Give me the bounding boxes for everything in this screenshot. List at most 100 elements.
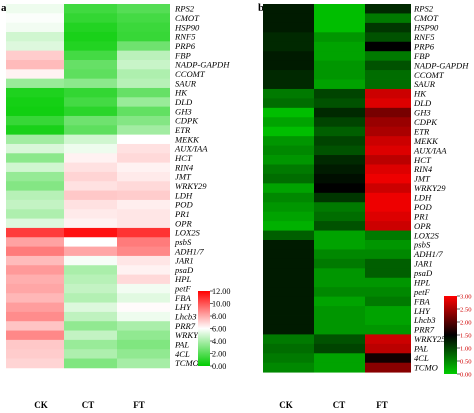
heatmap-a-cell-opr-ft — [117, 218, 170, 229]
gene-label: RPS2 — [413, 4, 434, 14]
heatmap-b-cell-prr7-ck — [263, 324, 314, 335]
heatmap-b-cell-hct-ft — [365, 155, 411, 165]
heatmap-b-cell-lhy-ck — [263, 306, 314, 316]
heatmap-a-cell-psad-ck — [6, 265, 64, 275]
heatmap-b-cell-pod-ct — [314, 202, 365, 213]
heatmap-a-cell-pal-ck — [6, 339, 64, 350]
heatmap-b-cell-psbs-ct — [314, 240, 365, 250]
heatmap-b-cell-dld-ct — [314, 98, 365, 109]
heatmap-b-cell-gh3-ck — [263, 107, 314, 118]
heatmap-a-cell-hct-ck — [6, 153, 64, 164]
heatmap-a-cell-fba-ck — [6, 293, 64, 303]
heatmap-a-cell-nadp-gapdh-ct — [64, 59, 117, 70]
heatmap-a-cell-jmt-ct — [64, 171, 117, 182]
heatmap-a-cell-hpl-ck — [6, 274, 64, 285]
heatmap-b-cell-hct-ck — [263, 155, 314, 165]
heatmap-a-cell-petf-ck — [6, 283, 64, 294]
heatmap-a-cell-lhy-ct — [64, 302, 117, 313]
heatmap-b-cell-opr-ct — [314, 221, 365, 231]
heatmap-a-cell-hpl-ft — [117, 274, 170, 285]
colorbar-b-ticks: 3.00 2.50 2.00 1.50 1.00 0.50 0.00 — [457, 294, 472, 379]
gene-label: psaD — [174, 265, 194, 275]
gene-label: AUX/IAA — [174, 144, 208, 154]
gene-label: JMT — [414, 174, 431, 184]
gene-label: DLD — [174, 97, 193, 107]
gene-label: CMOT — [175, 13, 200, 23]
heatmap-b-cell-wrky25-ck — [263, 334, 314, 345]
gene-label: MEKK — [174, 134, 200, 144]
gene-label: psaD — [413, 268, 433, 278]
heatmap-a-cell-hk-ct — [64, 87, 117, 98]
heatmap-a-cell-cdpk-ck — [6, 115, 64, 126]
gene-label: petF — [174, 284, 191, 294]
colorbar-tick-label: 3.00 — [460, 294, 472, 301]
gene-label: CCOMT — [175, 69, 206, 79]
heatmap-b-cell-lhy-ct — [314, 306, 365, 316]
gene-label: LHY — [174, 302, 192, 312]
heatmap-b-cell-fbp-ct — [314, 51, 365, 62]
heatmap-a-cell-pod-ct — [64, 199, 117, 210]
heatmap-b-cell-hpl-ft — [365, 277, 411, 288]
heatmap-a-cell-rps2-ft — [117, 4, 170, 14]
heatmap-b-cell-wrky29-ct — [314, 183, 365, 194]
heatmap-a-cell-petf-ft — [117, 283, 170, 294]
heatmap-a-cell-mekk-ck — [6, 134, 64, 145]
heatmap-a-cell-rnf5-ct — [64, 31, 117, 42]
colorbar-tick-label: 4.00 — [212, 337, 226, 346]
heatmap-b-cell-adh1-7-ft — [365, 249, 411, 260]
heatmap-b-cell-petf-ck — [263, 287, 314, 298]
heatmap-a-cell-lhcb3-ct — [64, 311, 117, 322]
heatmap-a-cell-jar1-ck — [6, 255, 64, 266]
heatmap-a-cell-gh3-ft — [117, 106, 170, 117]
column-label-ck: CK — [279, 400, 293, 410]
gene-label: ETR — [413, 126, 430, 136]
gene-label: WRKY25 — [414, 334, 446, 344]
colorbar-tick-label: 8.00 — [212, 312, 226, 321]
heatmap-a-cell-adh1-7-ft — [117, 246, 170, 257]
heatmap-a-cell-psbs-ct — [64, 237, 117, 247]
colorbar-tick-label: 1.00 — [460, 346, 472, 353]
heatmap-a-cell-fba-ft — [117, 293, 170, 303]
heatmap-a-cell-psad-ct — [64, 265, 117, 275]
heatmap-b-cell-dld-ft — [365, 98, 411, 109]
heatmap-a-cell-prp6-ck — [6, 41, 64, 52]
heatmap-b-cell-opr-ck — [263, 221, 314, 231]
gene-label: LOX2S — [174, 228, 201, 238]
gene-label: 4CL — [175, 349, 190, 359]
gene-label: NADP-GAPDH — [174, 60, 230, 70]
heatmap-b-cell-rin4-ck — [263, 164, 314, 175]
heatmap-b-cell-ldh-ft — [365, 192, 411, 203]
heatmap-b-cell-ccomt-ck — [263, 70, 314, 80]
heatmap-b-cell-adh1-7-ct — [314, 249, 365, 260]
gene-label: PRR7 — [413, 325, 435, 335]
gene-label: ADH1/7 — [413, 249, 443, 259]
heatmap-b-cell-etr-ct — [314, 126, 365, 137]
gene-label: ADH1/7 — [174, 246, 204, 256]
heatmap-b-cell-petf-ft — [365, 287, 411, 298]
heatmap-a-cell-rin4-ft — [117, 162, 170, 173]
heatmap-b-cell-rps2-ct — [314, 4, 365, 14]
heatmap-a-cell-wrky25-ck — [6, 330, 64, 341]
heatmap-b-cell-jmt-ft — [365, 173, 411, 184]
colorbar-tick-label: 6.00 — [212, 325, 226, 334]
heatmap-b-cell-petf-ct — [314, 287, 365, 298]
colorbar-tick-label: 2.00 — [212, 350, 226, 359]
gene-label: WRKY25 — [175, 330, 207, 340]
gene-label: OPR — [175, 218, 192, 228]
gene-label: petF — [413, 287, 430, 297]
heatmap-a-cell-dld-ct — [64, 97, 117, 108]
heatmap-a-cell-fba-ct — [64, 293, 117, 303]
heatmap-a-cell-hsp90-ct — [64, 22, 117, 33]
heatmap-a-cell-cmot-ct — [64, 13, 117, 24]
heatmap-a-cell-rin4-ck — [6, 162, 64, 173]
gene-label: POD — [174, 200, 193, 210]
heatmap-b-cell-fbp-ft — [365, 51, 411, 62]
gene-label: HK — [174, 88, 188, 98]
gene-label: AUX/IAA — [413, 145, 447, 155]
heatmap-a-cell-rps2-ct — [64, 4, 117, 14]
heatmap-b-cell-rin4-ct — [314, 164, 365, 175]
heatmap-a-cell-mekk-ft — [117, 134, 170, 145]
heatmap-a-cell-rnf5-ck — [6, 31, 64, 42]
heatmap-b-cell-hpl-ct — [314, 277, 365, 288]
